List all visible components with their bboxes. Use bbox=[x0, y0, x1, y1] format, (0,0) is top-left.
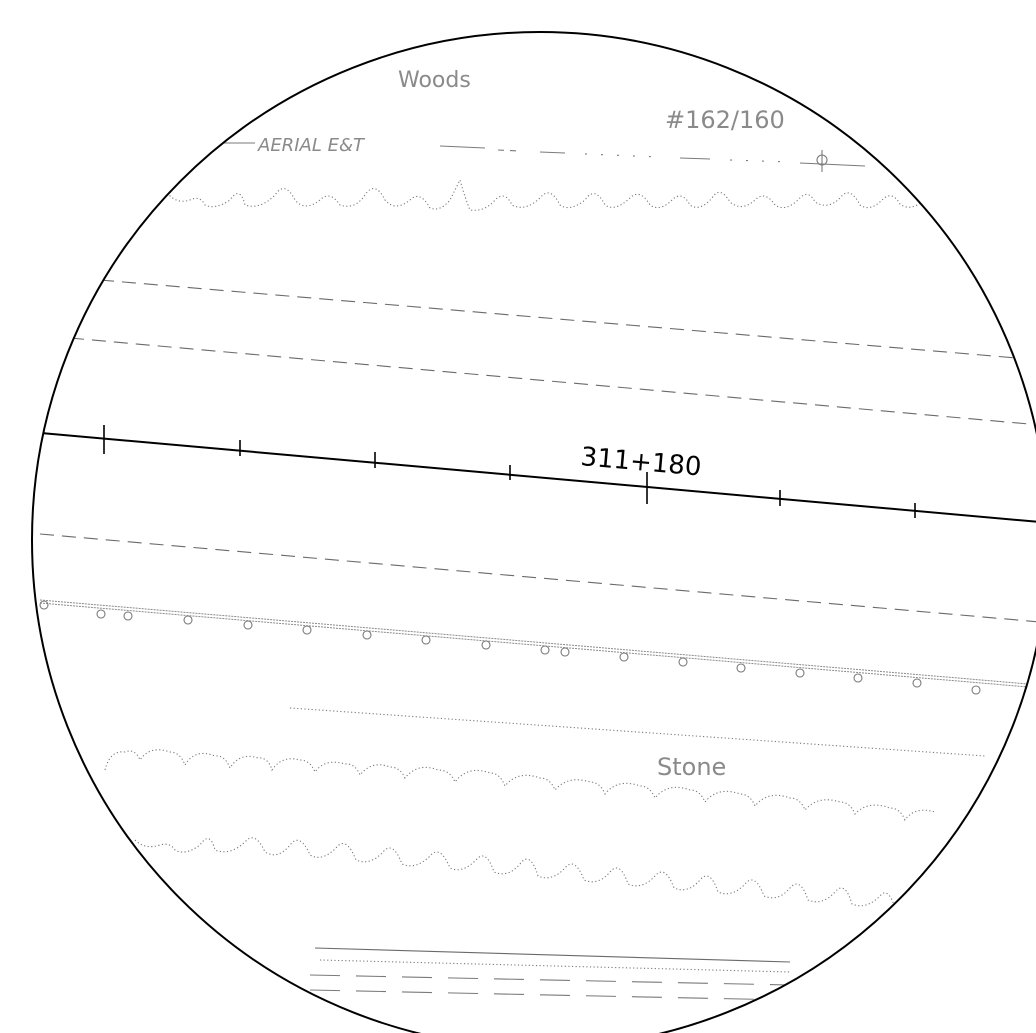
aerial-line-seg6 bbox=[679, 157, 711, 160]
aerial-line-seg8 bbox=[799, 162, 866, 167]
woods-label: Woods bbox=[398, 68, 471, 93]
reference-label: #162/160 bbox=[665, 106, 785, 134]
clipped-plan-content bbox=[32, 142, 1036, 1001]
fence-line-b bbox=[39, 602, 1036, 689]
station-label: 311+180 bbox=[579, 442, 702, 482]
centerline bbox=[32, 431, 1036, 523]
aerial-line-label: AERIAL E&T bbox=[257, 135, 366, 156]
aerial-line-seg7 bbox=[729, 159, 791, 163]
stone-label: Stone bbox=[657, 753, 726, 781]
dashed-line-upper-2 bbox=[69, 337, 1036, 426]
stone-wall-line bbox=[104, 749, 936, 822]
bottom-line-dotted bbox=[319, 959, 791, 973]
utility-pole-icon bbox=[816, 150, 828, 172]
magnifier-circle-frame bbox=[31, 31, 1036, 1033]
woods-edge-line-top bbox=[164, 178, 926, 211]
dashed-line-lower bbox=[39, 533, 1036, 623]
centerline-station-ticks bbox=[103, 425, 916, 518]
bottom-line-dashed-2 bbox=[309, 989, 791, 1001]
dotted-line bbox=[289, 707, 986, 757]
bottom-line-dashed-1 bbox=[309, 974, 791, 986]
aerial-line-seg5 bbox=[584, 153, 661, 158]
aerial-line-seg2 bbox=[439, 145, 486, 149]
dashed-line-upper-1 bbox=[99, 279, 1036, 361]
aerial-line-seg3 bbox=[497, 149, 521, 152]
aerial-line-seg4 bbox=[539, 151, 566, 154]
fence-line-a bbox=[39, 599, 1036, 686]
fence-posts bbox=[39, 600, 981, 695]
bottom-line-solid bbox=[314, 947, 791, 963]
woods-edge-line-bottom bbox=[134, 837, 896, 909]
